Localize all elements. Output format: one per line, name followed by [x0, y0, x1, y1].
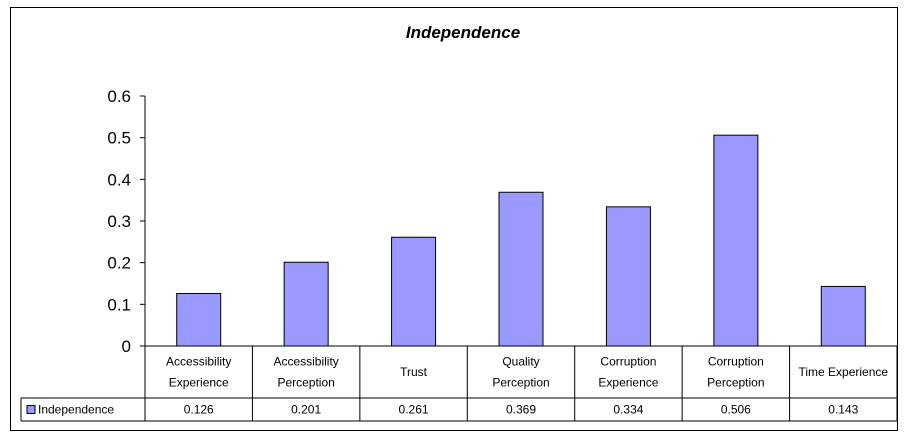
data-value-label: 0.126	[184, 403, 214, 417]
y-tick-label: 0	[122, 337, 131, 356]
bar	[176, 293, 222, 347]
category-label: Experience	[169, 376, 229, 390]
y-tick-label: 0.3	[107, 212, 131, 231]
legend-key	[26, 405, 36, 414]
category-label: Quality	[502, 355, 539, 369]
bar	[713, 134, 759, 347]
bar	[605, 206, 651, 347]
data-table: Accessibility Experience Accessibility Perc…	[20, 345, 898, 422]
category-label: Accessibility	[273, 355, 338, 369]
data-value-label: 0.201	[291, 403, 321, 417]
data-value-label: 0.261	[399, 403, 429, 417]
y-tick-label: 0.2	[107, 254, 131, 273]
y-tick-label: 0.4	[107, 170, 131, 189]
data-value-label: 0.369	[506, 403, 536, 417]
bar	[498, 191, 544, 347]
data-value-label: 0.334	[613, 403, 643, 417]
category-label: Perception	[707, 376, 764, 390]
data-value-label: 0.143	[828, 403, 858, 417]
data-value-label: 0.506	[721, 403, 751, 417]
chart-title: Independence	[406, 23, 520, 42]
category-label: Corruption	[600, 355, 656, 369]
y-tick-label: 0.1	[107, 295, 131, 314]
category-label: Perception	[277, 376, 334, 390]
bar	[391, 236, 437, 347]
bar	[820, 285, 866, 347]
category-label: Time Experience	[798, 365, 888, 379]
bar	[283, 261, 329, 347]
y-tick-label: 0.6	[107, 87, 131, 106]
category-label: Corruption	[708, 355, 764, 369]
category-label: Accessibility	[166, 355, 231, 369]
bars	[176, 134, 866, 347]
legend-label: Independence	[38, 403, 114, 417]
y-tick-label: 0.5	[107, 129, 131, 148]
category-label: Experience	[598, 376, 658, 390]
axes: 0 0.1 0.2 0.3 0.4 0.5 0.6	[107, 87, 146, 356]
category-label: Perception	[492, 376, 549, 390]
category-label: Trust	[400, 365, 428, 379]
